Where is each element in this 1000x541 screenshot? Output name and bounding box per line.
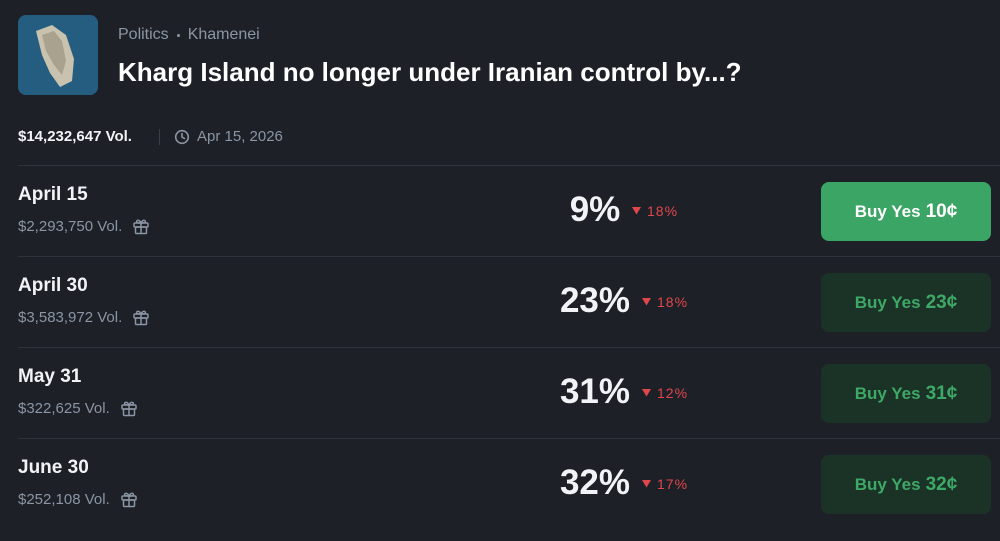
subcategory[interactable]: Khamenei bbox=[187, 26, 260, 43]
buy-yes-button[interactable]: Buy Yes 32¢ bbox=[821, 455, 991, 514]
end-date: Apr 15, 2026 bbox=[197, 128, 283, 145]
divider bbox=[159, 129, 160, 145]
outcome-volume: $252,108 Vol. bbox=[18, 490, 110, 508]
outcome-volume-line: $3,583,972 Vol. bbox=[18, 308, 150, 326]
outcome-row: May 31 $322,625 Vol. 31% 12% Buy Yes 31¢ bbox=[0, 347, 1000, 438]
probability-change: 18% bbox=[642, 294, 688, 310]
row-separator bbox=[18, 347, 1000, 348]
total-volume: $14,232,647 Vol. bbox=[18, 128, 132, 145]
button-label: Buy Yes bbox=[854, 474, 921, 494]
clock-icon bbox=[174, 129, 190, 145]
breadcrumb: Politics Khamenei bbox=[118, 26, 260, 44]
outcome-row: April 30 $3,583,972 Vol. 23% 18% Buy Yes 23¢ bbox=[0, 256, 1000, 347]
change-value: 12% bbox=[657, 385, 689, 401]
button-price: 10¢ bbox=[925, 200, 958, 222]
probability-change: 12% bbox=[642, 385, 688, 401]
button-price: 31¢ bbox=[925, 382, 958, 404]
down-arrow bbox=[642, 480, 651, 488]
row-separator bbox=[18, 165, 1000, 166]
button-label: Buy Yes bbox=[854, 201, 921, 221]
gift-icon[interactable] bbox=[132, 217, 150, 235]
outcome-volume-line: $322,625 Vol. bbox=[18, 399, 138, 417]
button-label: Buy Yes bbox=[854, 292, 921, 312]
buy-yes-button[interactable]: Buy Yes 10¢ bbox=[821, 182, 991, 241]
buy-yes-button[interactable]: Buy Yes 23¢ bbox=[821, 273, 991, 332]
button-label: Buy Yes bbox=[854, 383, 921, 403]
outcome-volume: $3,583,972 Vol. bbox=[18, 308, 123, 326]
buy-yes-button[interactable]: Buy Yes 31¢ bbox=[821, 364, 991, 423]
probability-change: 17% bbox=[642, 476, 688, 492]
market-image bbox=[18, 15, 98, 95]
gift-icon[interactable] bbox=[120, 490, 138, 508]
market-title: Kharg Island no longer under Iranian con… bbox=[118, 57, 742, 87]
row-separator bbox=[18, 438, 1000, 439]
breadcrumb-separator bbox=[176, 33, 180, 37]
gift-icon[interactable] bbox=[120, 399, 138, 417]
outcome-volume-line: $252,108 Vol. bbox=[18, 490, 138, 508]
outcome-volume: $2,293,750 Vol. bbox=[18, 217, 123, 235]
change-value: 17% bbox=[657, 476, 689, 492]
down-arrow bbox=[642, 298, 651, 306]
outcome-volume: $322,625 Vol. bbox=[18, 399, 110, 417]
probability-change: 18% bbox=[632, 203, 678, 219]
row-separator bbox=[18, 256, 1000, 257]
outcome-row: June 30 $252,108 Vol. 32% 17% Buy Yes 32¢ bbox=[0, 438, 1000, 529]
probability: 23% bbox=[559, 281, 631, 320]
probability: 31% bbox=[559, 372, 631, 411]
island-image bbox=[18, 15, 98, 95]
change-value: 18% bbox=[657, 294, 689, 310]
outcome-label: April 30 bbox=[18, 275, 88, 296]
gift-icon[interactable] bbox=[132, 308, 150, 326]
change-value: 18% bbox=[647, 203, 679, 219]
outcome-label: April 15 bbox=[18, 184, 88, 205]
probability: 9% bbox=[569, 190, 621, 229]
probability: 32% bbox=[559, 463, 631, 502]
down-arrow bbox=[642, 389, 651, 397]
button-price: 32¢ bbox=[925, 473, 958, 495]
down-arrow bbox=[632, 207, 641, 215]
outcome-label: June 30 bbox=[18, 457, 89, 478]
category[interactable]: Politics bbox=[118, 26, 169, 43]
outcome-label: May 31 bbox=[18, 366, 82, 387]
outcome-row: April 15 $2,293,750 Vol. 9% 18% Buy Yes 10¢ bbox=[0, 165, 1000, 256]
button-price: 23¢ bbox=[925, 291, 958, 313]
outcome-volume-line: $2,293,750 Vol. bbox=[18, 217, 150, 235]
